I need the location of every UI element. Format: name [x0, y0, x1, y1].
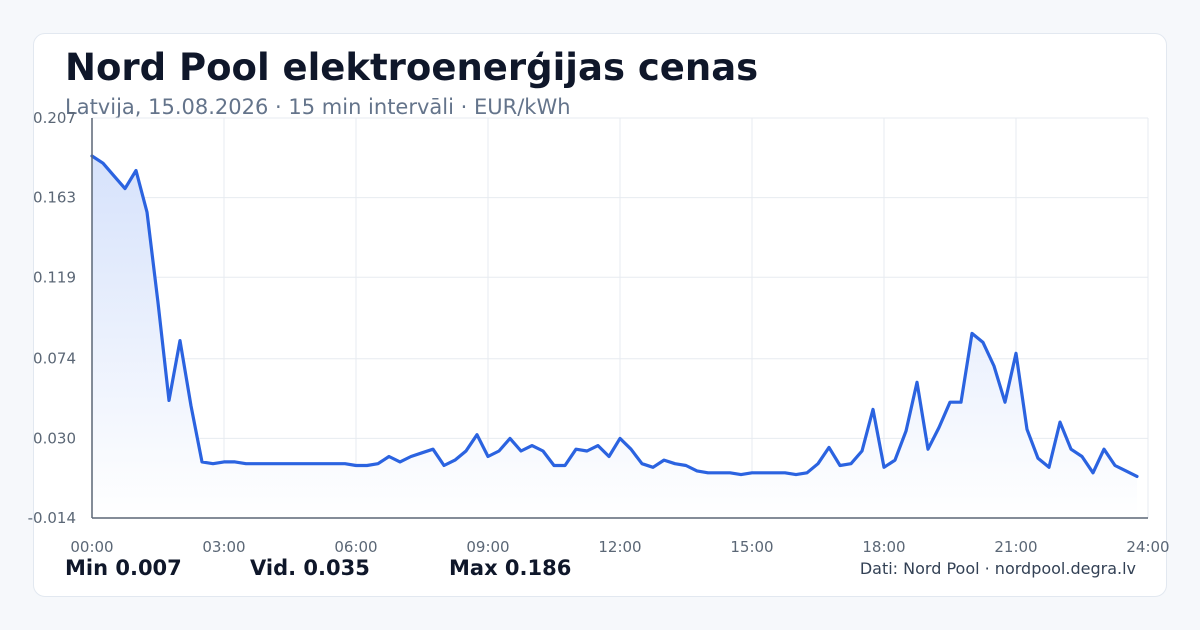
axes [91, 118, 1148, 519]
x-tick-label: 18:00 [862, 538, 905, 556]
x-tick-label: 15:00 [730, 538, 773, 556]
tick-labels: 00:00 03:00 06:00 09:00 12:00 15:00 18:00 21:00… [28, 109, 1170, 556]
x-tick-label: 09:00 [466, 538, 509, 556]
chart-subtitle: Latvija, 15.08.2026 · 15 min intervāli ·… [65, 95, 571, 119]
x-tick-label: 06:00 [334, 538, 377, 556]
data-source: Dati: Nord Pool · nordpool.degra.lv [859, 559, 1136, 578]
x-tick-label: 03:00 [202, 538, 245, 556]
y-tick-label: 0.074 [33, 350, 76, 368]
chart-title: Nord Pool elektroenerģijas cenas [65, 46, 759, 89]
y-tick-label: 0.207 [33, 109, 76, 127]
avg-stat: Vid. 0.035 [250, 556, 370, 580]
min-stat: Min 0.007 [65, 556, 182, 580]
y-tick-label: 0.119 [33, 268, 76, 286]
y-tick-label: 0.030 [33, 429, 76, 447]
x-tick-label: 12:00 [598, 538, 641, 556]
price-line [90, 154, 1139, 478]
y-tick-label: -0.014 [28, 509, 76, 527]
x-tick-label: 00:00 [70, 538, 113, 556]
x-tick-label: 24:00 [1126, 538, 1169, 556]
max-stat: Max 0.186 [449, 556, 572, 580]
y-tick-label: 0.163 [33, 189, 76, 207]
x-tick-label: 21:00 [994, 538, 1037, 556]
